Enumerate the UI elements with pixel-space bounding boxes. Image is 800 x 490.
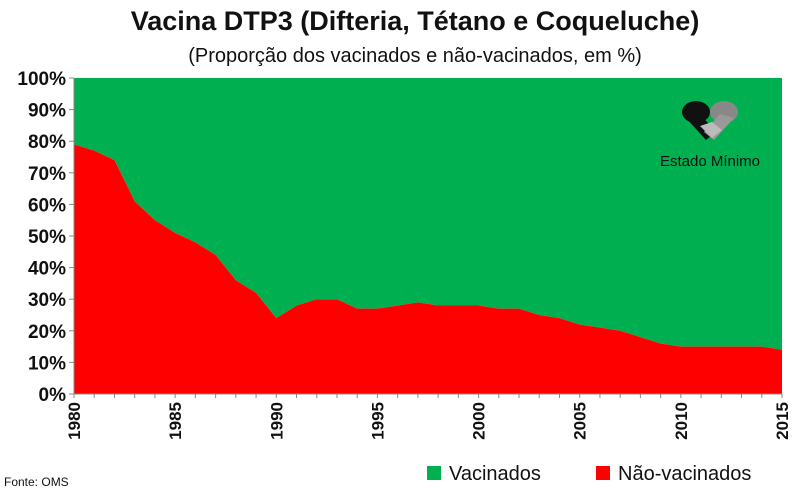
legend-label: Vacinados xyxy=(449,463,541,485)
y-tick-label: 30% xyxy=(28,290,66,311)
y-tick-label: 100% xyxy=(17,69,66,90)
y-tick-label: 50% xyxy=(28,227,66,248)
x-axis: 1980 1985 1990 1995 2000 2005 2010 2015 xyxy=(65,393,792,440)
y-tick-label: 0% xyxy=(39,385,67,406)
y-tick-label: 90% xyxy=(28,101,66,122)
x-tick-label: 1980 xyxy=(65,402,84,440)
y-tick-label: 20% xyxy=(28,322,66,343)
series-area-vacinados xyxy=(74,78,782,350)
handshake-icon xyxy=(682,101,738,140)
logo-text: Estado Mínimo xyxy=(660,153,760,170)
plot-area xyxy=(74,78,782,394)
y-tick-label: 70% xyxy=(28,164,66,185)
legend-label: Não-vacinados xyxy=(618,463,751,485)
y-tick-label: 40% xyxy=(28,259,66,280)
legend-swatch xyxy=(596,466,610,480)
legend: Vacinados Não-vacinados xyxy=(427,463,751,485)
chart-subtitle: (Proporção dos vacinados e não-vacinados… xyxy=(188,45,642,67)
series-area-nao-vacinados xyxy=(74,144,782,394)
y-tick-label: 80% xyxy=(28,132,66,153)
chart-title: Vacina DTP3 (Difteria, Tétano e Coqueluc… xyxy=(131,6,700,36)
y-tick-label: 60% xyxy=(28,195,66,216)
x-tick-label: 2000 xyxy=(470,402,489,440)
x-tick-label: 1990 xyxy=(267,402,286,440)
x-tick-label: 2005 xyxy=(571,402,590,440)
source-note: Fonte: OMS xyxy=(4,475,69,489)
legend-swatch xyxy=(427,466,441,480)
x-tick-label: 1985 xyxy=(166,402,185,440)
x-tick-label: 1995 xyxy=(368,402,387,440)
x-tick-label: 2010 xyxy=(672,402,691,440)
x-tick-label: 2015 xyxy=(773,402,792,440)
estado-minimo-logo: Estado Mínimo xyxy=(660,101,760,170)
y-axis: 0% 10% 20% 30% 40% 50% 60% 70% 80% 90% 100% xyxy=(17,69,75,406)
y-tick-label: 10% xyxy=(28,353,66,374)
